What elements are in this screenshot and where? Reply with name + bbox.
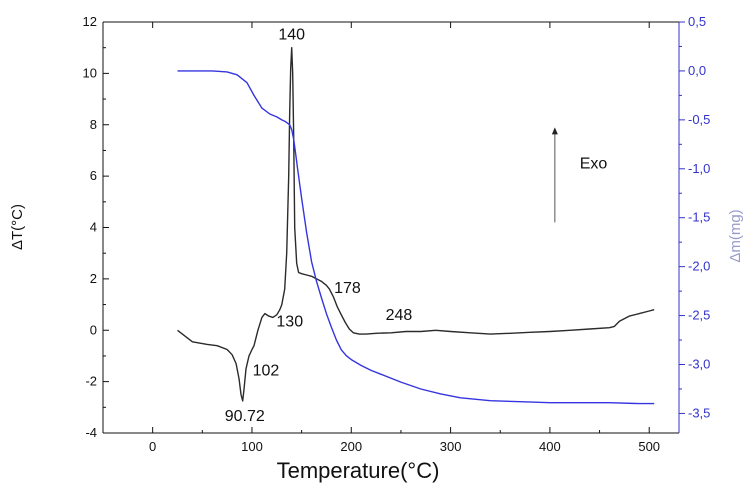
y-tick-label: 4: [90, 220, 97, 235]
y2-axis-title: Δm(mg): [727, 209, 744, 262]
y2-tick-label: -1,5: [688, 210, 710, 225]
y-tick-label: 6: [90, 168, 97, 183]
dta-line: [177, 47, 655, 402]
y-tick-label: 2: [90, 271, 97, 286]
y2-tick-label: 0,0: [688, 63, 706, 78]
y-axis-title: ΔT(°C): [9, 204, 26, 250]
y2-tick-label: -0,5: [688, 112, 710, 127]
y-tick-label: -2: [85, 374, 97, 389]
annotation-label: 130: [276, 314, 303, 331]
x-tick-label: 0: [149, 439, 156, 454]
x-tick-label: 400: [539, 439, 561, 454]
annotation-label: Exo: [580, 155, 608, 172]
y-tick-label: -4: [85, 425, 97, 440]
annotation-label: 248: [386, 307, 413, 324]
x-tick-label: 500: [638, 439, 660, 454]
tga-mass-line: [177, 70, 655, 405]
chart-marks: 0 100 200 300 400 500 -4 -2 0 2 4 6 8 10 12 0,5 0,0 -0,5 -…: [83, 14, 711, 454]
y-tick-label: 8: [90, 117, 97, 132]
x-axis-title: Temperature(°C): [277, 458, 440, 483]
exo-arrow-head: [551, 127, 558, 135]
y2-tick-label: -3,5: [688, 405, 710, 420]
y-tick-label: 12: [83, 14, 97, 29]
annotation-label: 140: [278, 27, 305, 44]
y-tick-label: 0: [90, 322, 97, 337]
x-tick-label: 200: [340, 439, 362, 454]
y2-tick-label: -1,0: [688, 161, 710, 176]
annotation-label: 90.72: [225, 408, 265, 425]
annotation-label: 102: [253, 363, 280, 380]
y2-tick-label: -3,0: [688, 357, 710, 372]
y2-tick-label: -2,5: [688, 308, 710, 323]
y2-tick-label: -2,0: [688, 259, 710, 274]
y2-tick-label: 0,5: [688, 14, 706, 29]
y-tick-label: 10: [83, 65, 97, 80]
x-tick-label: 100: [241, 439, 263, 454]
annotation-label: 178: [334, 280, 361, 297]
x-tick-label: 300: [440, 439, 462, 454]
